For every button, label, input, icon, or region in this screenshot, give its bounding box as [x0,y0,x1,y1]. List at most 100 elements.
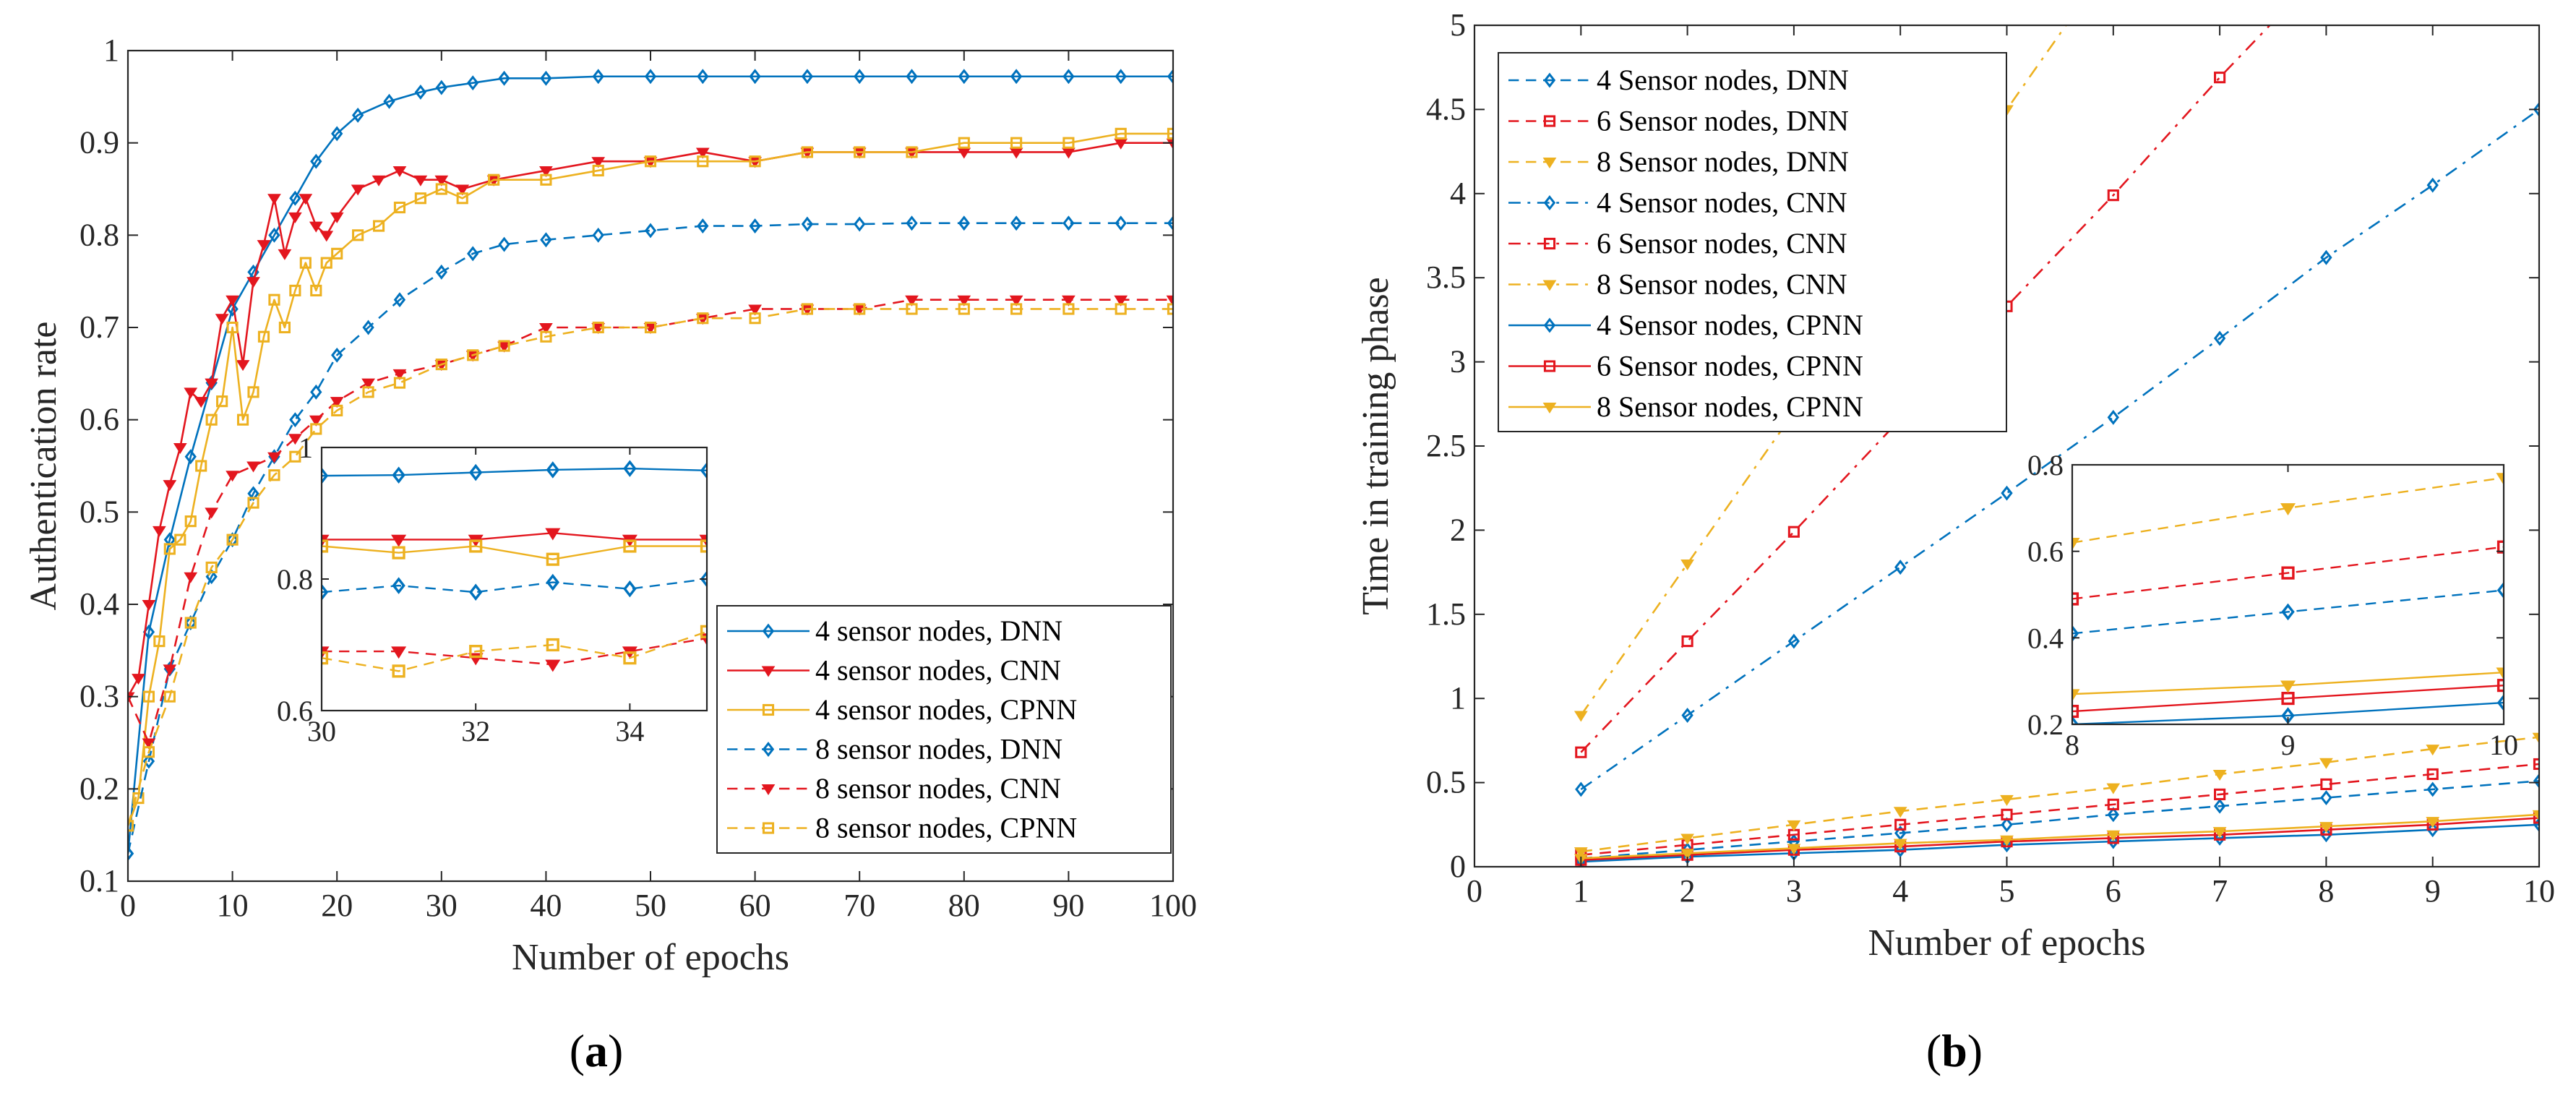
chart-b: 0 1 2 3 4 5 6 7 8 9 10 0 0.5 1 1.5 2 2.5 3 3.5 4 4.5 5 Number … [1355,7,2555,964]
a-point-4-sensor-nodes-cpnn [257,330,270,343]
a-inset-point-4-sensor-nodes-cpnn [322,539,329,553]
a-point-8-sensor-nodes-cnn [163,664,177,676]
b-legend-item: 4 Sensor nodes, CPNN [1508,309,1863,341]
b-point-4-sensor-nodes-cnn [2213,330,2226,346]
b-point-8-sensor-nodes-cpnn [2532,810,2539,821]
b-point-4-sensor-nodes-cpnn [2320,827,2332,843]
b-point-8-sensor-nodes-cpnn [2426,817,2440,828]
a-point-4-sensor-nodes-cpnn [414,192,426,205]
b-point-8-sensor-nodes-cpnn [1893,839,1907,850]
a-point-4-sensor-nodes-cnn [392,166,407,178]
a-xtick-label: 70 [843,888,875,923]
a-point-4-sensor-nodes-cnn [591,157,606,168]
b-legend-item: 6 Sensor nodes, CNN [1508,227,1847,260]
a-point-4-sensor-nodes-dnn [435,80,447,95]
a-point-4-sensor-nodes-cnn [330,212,344,223]
a-point-4-sensor-nodes-cnn [267,194,281,205]
a-point-8-sensor-nodes-dnn [644,223,657,239]
a-point-4-sensor-nodes-dnn [1062,69,1075,85]
b-point-8-sensor-nodes-cpnn [1680,849,1694,860]
a-point-4-sensor-nodes-dnn [1010,69,1023,85]
a-ytick-label: 1 [103,33,119,68]
a-point-8-sensor-nodes-cpnn [362,386,374,398]
b-series-8-sensor-nodes-dnn [1581,736,2539,853]
b-point-6-sensor-nodes-cnn [2214,72,2226,84]
a-point-8-sensor-nodes-cnn [205,507,219,519]
a-inset-series-8-sensor-nodes-cnn [322,637,707,666]
a-point-4-sensor-nodes-dnn [1167,69,1173,85]
b-point-4-sensor-nodes-cpnn [1894,842,1907,858]
b-legend-item: 8 Sensor nodes, CPNN [1508,390,1863,423]
a-inset-point-4-sensor-nodes-dnn [392,466,405,484]
b-inset-series-4-sensor-nodes-dnn [2072,589,2504,635]
b-point-4-sensor-nodes-cnn [1787,633,1800,649]
legend-marker [761,666,776,677]
b-series-8-sensor-nodes-cnn [1580,25,2067,716]
b-ytick-label: 4 [1450,176,1466,211]
a-inset-point-8-sensor-nodes-dnn [469,583,483,601]
b-ytick-label: 1 [1450,680,1466,716]
a-point-4-sensor-nodes-cpnn [289,284,301,297]
b-legend-box [1498,52,2007,432]
a-point-8-sensor-nodes-cpnn [393,377,406,389]
b-point-8-sensor-nodes-dnn [2319,758,2333,769]
a-point-4-sensor-nodes-cnn [278,249,292,260]
b-xtick-label: 8 [2318,873,2334,909]
b-inset-series-4-sensor-nodes-cpnn [2072,701,2504,724]
a-point-8-sensor-nodes-dnn [435,264,447,280]
b-inset-ytick-label: 0.4 [2027,622,2064,654]
a-inset-point-4-sensor-nodes-dnn [322,467,329,484]
b-inset-point-8-sensor-nodes-dnn [2496,473,2504,486]
b-series-6-sensor-nodes-cpnn [1581,817,2539,861]
a-legend-box [716,605,1172,854]
b-point-4-sensor-nodes-dnn [2213,798,2226,814]
b-point-6-sensor-nodes-dnn [2107,798,2119,810]
a-point-8-sensor-nodes-dnn [310,384,322,400]
b-series-4-sensor-nodes-cnn [1580,108,2539,790]
a-point-8-sensor-nodes-cnn [128,692,135,703]
a-point-4-sensor-nodes-cnn [319,231,334,242]
b-ytick-label: 3 [1450,344,1466,380]
b-inset-ytick-label: 0.6 [2027,536,2064,568]
a-legend-item: 8 sensor nodes, CNN [727,772,1061,805]
a-point-4-sensor-nodes-dnn [331,126,343,142]
a-point-8-sensor-nodes-dnn [540,232,552,248]
a-point-8-sensor-nodes-cpnn [226,533,239,546]
a-point-8-sensor-nodes-cpnn [498,340,510,352]
a-legend-item: 4 sensor nodes, CPNN [727,693,1077,726]
a-point-4-sensor-nodes-cpnn [435,183,447,195]
b-inset-point-8-sensor-nodes-dnn [2072,537,2080,550]
a-point-4-sensor-nodes-cpnn [488,173,500,186]
b-point-8-sensor-nodes-dnn [1787,820,1801,831]
a-ytick-label: 0.2 [80,771,119,806]
a-point-8-sensor-nodes-dnn [592,227,604,243]
a-point-4-sensor-nodes-cpnn [310,284,322,297]
a-point-8-sensor-nodes-cpnn [592,321,604,334]
a-inset-point-8-sensor-nodes-cnn [545,659,561,672]
a-point-4-sensor-nodes-cpnn [236,413,249,426]
a-legend-label: 8 sensor nodes, CNN [815,772,1061,805]
a-point-4-sensor-nodes-cpnn [854,146,866,158]
a-point-4-sensor-nodes-dnn [310,153,322,169]
a-point-8-sensor-nodes-cpnn [906,303,918,315]
b-point-4-sensor-nodes-cpnn [2001,837,2013,853]
a-point-4-sensor-nodes-dnn [498,70,510,86]
b-xtick-label: 7 [2212,873,2228,909]
a-point-8-sensor-nodes-cpnn [310,423,322,435]
a-point-8-sensor-nodes-cpnn [268,469,280,481]
a-inset-xtick-label: 32 [461,715,490,747]
b-point-8-sensor-nodes-cnn [1680,560,1694,570]
a-point-4-sensor-nodes-cpnn [142,690,155,703]
a-point-4-sensor-nodes-cpnn [163,543,176,555]
b-point-6-sensor-nodes-cnn [1575,746,1587,758]
b-ytick-label: 0.5 [1426,765,1466,800]
a-point-4-sensor-nodes-cnn [413,175,428,187]
a-point-8-sensor-nodes-dnn [331,347,343,363]
a-point-4-sensor-nodes-cnn [132,674,145,685]
a-point-4-sensor-nodes-cpnn [153,635,166,648]
a-point-4-sensor-nodes-cpnn [331,247,343,260]
a-y-axis-label: Authentication rate [23,322,64,611]
a-point-8-sensor-nodes-cnn [267,452,281,463]
a-xtick-label: 20 [321,888,353,923]
